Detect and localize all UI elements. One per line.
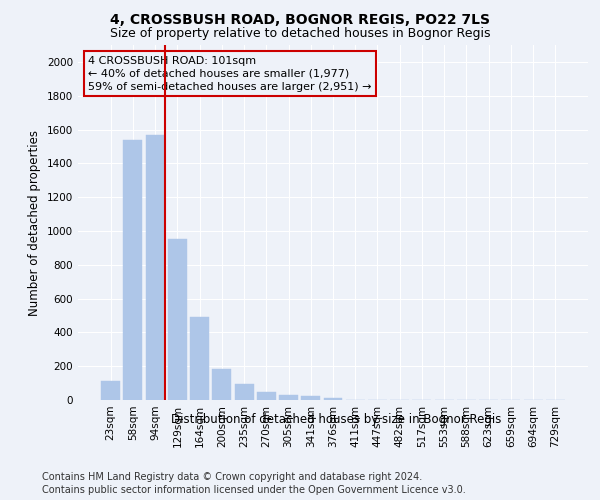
Bar bbox=[101, 382, 120, 400]
Text: Contains HM Land Registry data © Crown copyright and database right 2024.: Contains HM Land Registry data © Crown c… bbox=[42, 472, 422, 482]
Y-axis label: Number of detached properties: Number of detached properties bbox=[28, 130, 41, 316]
Bar bbox=[257, 392, 276, 400]
Bar bbox=[168, 240, 187, 400]
Bar bbox=[212, 368, 231, 400]
Bar bbox=[279, 395, 298, 400]
Text: Distribution of detached houses by size in Bognor Regis: Distribution of detached houses by size … bbox=[171, 412, 501, 426]
Bar bbox=[190, 317, 209, 400]
Bar bbox=[146, 136, 164, 400]
Bar bbox=[301, 396, 320, 400]
Bar bbox=[323, 398, 343, 400]
Text: Contains public sector information licensed under the Open Government Licence v3: Contains public sector information licen… bbox=[42, 485, 466, 495]
Text: 4, CROSSBUSH ROAD, BOGNOR REGIS, PO22 7LS: 4, CROSSBUSH ROAD, BOGNOR REGIS, PO22 7L… bbox=[110, 12, 490, 26]
Bar bbox=[235, 384, 254, 400]
Text: Size of property relative to detached houses in Bognor Regis: Size of property relative to detached ho… bbox=[110, 28, 490, 40]
Text: 4 CROSSBUSH ROAD: 101sqm
← 40% of detached houses are smaller (1,977)
59% of sem: 4 CROSSBUSH ROAD: 101sqm ← 40% of detach… bbox=[88, 56, 372, 92]
Bar bbox=[124, 140, 142, 400]
